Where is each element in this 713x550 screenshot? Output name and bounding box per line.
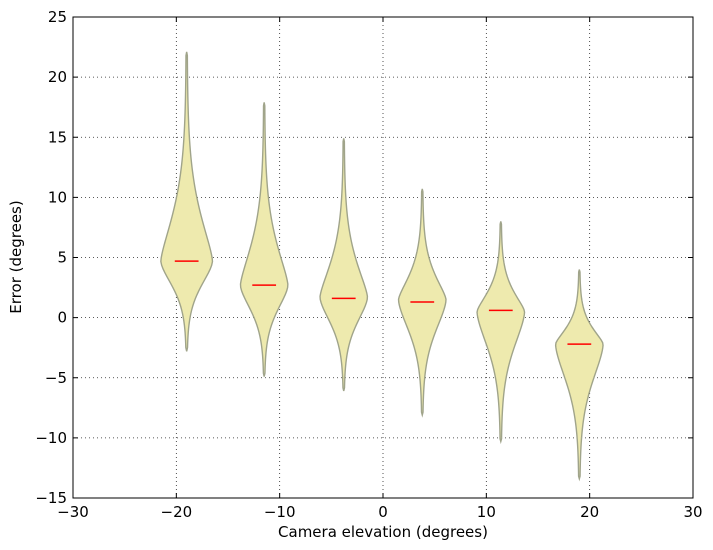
- x-axis-label: Camera elevation (degrees): [278, 523, 488, 541]
- x-tick-label: 30: [683, 503, 702, 521]
- y-tick-label: 15: [48, 128, 67, 146]
- x-tick-labels: −30 −20 −10 0 10 20 30: [57, 503, 702, 521]
- x-tick-label: −30: [57, 503, 89, 521]
- y-tick-label: 5: [57, 249, 67, 267]
- violin-body: [554, 269, 604, 482]
- y-tick-label: −5: [45, 369, 67, 387]
- violin-body: [239, 102, 289, 377]
- violins: [160, 51, 604, 482]
- violin-body: [319, 138, 369, 392]
- y-tick-label: 10: [48, 188, 67, 206]
- y-tick-label: −15: [35, 489, 67, 507]
- y-tick-label: 25: [48, 8, 67, 26]
- x-tick-label: 0: [378, 503, 388, 521]
- x-tick-label: 10: [477, 503, 496, 521]
- y-tick-labels: −15 −10 −5 0 5 10 15 20 25: [35, 8, 67, 507]
- x-tick-label: −20: [161, 503, 193, 521]
- violin-body: [160, 51, 214, 352]
- x-tick-label: 20: [580, 503, 599, 521]
- axis-ticks: [72, 16, 694, 499]
- violin-body: [476, 221, 526, 445]
- y-tick-label: 20: [48, 68, 67, 86]
- y-tick-label: −10: [35, 429, 67, 447]
- y-tick-label: 0: [57, 309, 67, 327]
- x-tick-label: −10: [264, 503, 296, 521]
- y-axis-label: Error (degrees): [7, 200, 25, 313]
